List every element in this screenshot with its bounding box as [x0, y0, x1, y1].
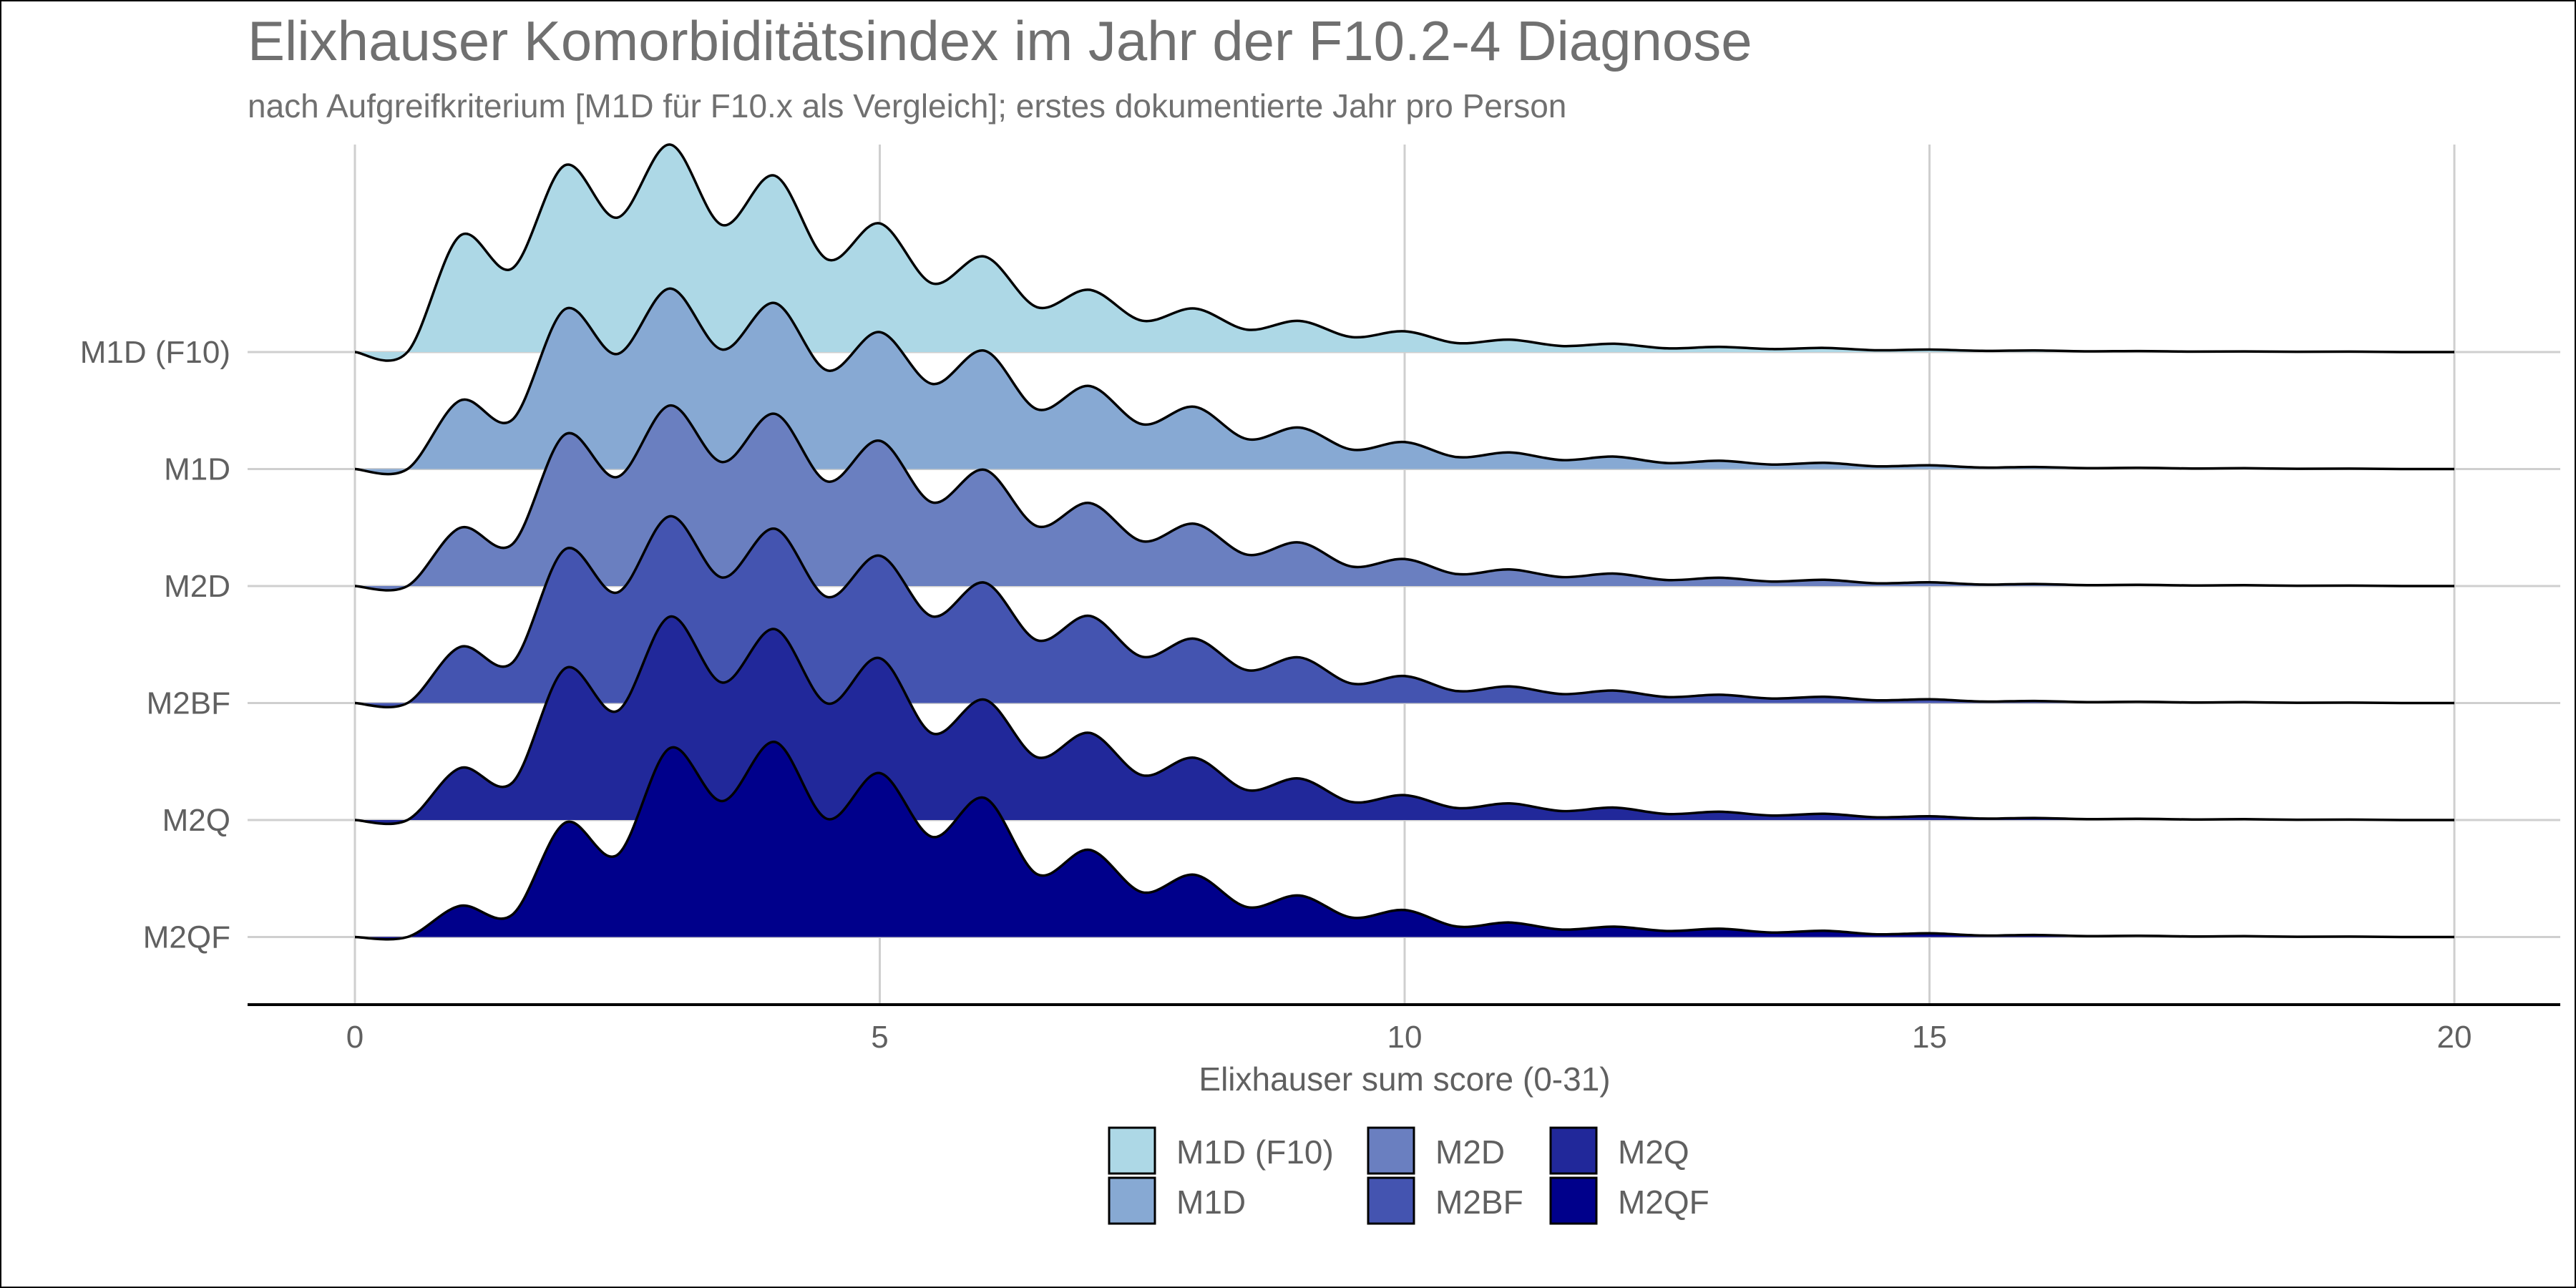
- x-tick-label-1: 5: [871, 1020, 888, 1055]
- y-tick-label-2: M2D: [164, 569, 230, 604]
- y-tick-label-4: M2Q: [162, 803, 230, 838]
- legend-label-2: M2D: [1435, 1133, 1505, 1171]
- legend-swatch-3: [1367, 1176, 1415, 1225]
- y-tick-label-0: M1D (F10): [80, 335, 230, 370]
- legend-swatch-2: [1367, 1126, 1415, 1175]
- ridge-line-2: [354, 404, 2455, 592]
- y-tick-label-1: M1D: [164, 452, 230, 487]
- ridge-area-5: [355, 741, 2454, 940]
- ridge-line-4: [354, 615, 2455, 826]
- x-tick-labels: 0 5 10 15 20: [346, 1020, 2472, 1055]
- legend-label-4: M2Q: [1618, 1133, 1689, 1171]
- x-tick-label-0: 0: [346, 1020, 364, 1055]
- ridge-area-2: [355, 405, 2454, 590]
- ridge-area-0: [355, 144, 2454, 361]
- ridges: [354, 143, 2455, 941]
- legend: M1D (F10) M1D M2D M2BF M2Q M2QF: [1108, 1126, 1709, 1225]
- x-tick-label-2: 10: [1387, 1020, 1423, 1055]
- legend-swatch-1: [1108, 1176, 1156, 1225]
- chart-title: Elixhauser Komorbiditätsindex im Jahr de…: [248, 9, 1752, 72]
- legend-label-1: M1D: [1176, 1184, 1246, 1221]
- legend-label-3: M2BF: [1435, 1184, 1523, 1221]
- ridge-line-1: [354, 287, 2455, 476]
- ridge-area-1: [355, 288, 2454, 474]
- legend-label-5: M2QF: [1618, 1184, 1709, 1221]
- ridge-line-0: [354, 143, 2455, 362]
- y-tick-label-5: M2QF: [143, 920, 230, 955]
- legend-swatch-0: [1108, 1126, 1156, 1175]
- y-tick-label-3: M2BF: [147, 686, 230, 721]
- legend-swatch-5: [1549, 1176, 1598, 1225]
- y-tick-labels: M1D (F10) M1D M2D M2BF M2Q M2QF: [80, 335, 230, 955]
- x-tick-label-4: 20: [2437, 1020, 2472, 1055]
- ridge-line-3: [354, 514, 2455, 709]
- legend-swatch-4: [1549, 1126, 1598, 1175]
- chart-subtitle: nach Aufgreifkriterium [M1D für F10.x al…: [248, 87, 1566, 125]
- x-tick-label-3: 15: [1912, 1020, 1947, 1055]
- ridge-line-5: [354, 741, 2455, 941]
- x-axis-label: Elixhauser sum score (0-31): [1199, 1060, 1610, 1098]
- legend-label-0: M1D (F10): [1176, 1133, 1334, 1171]
